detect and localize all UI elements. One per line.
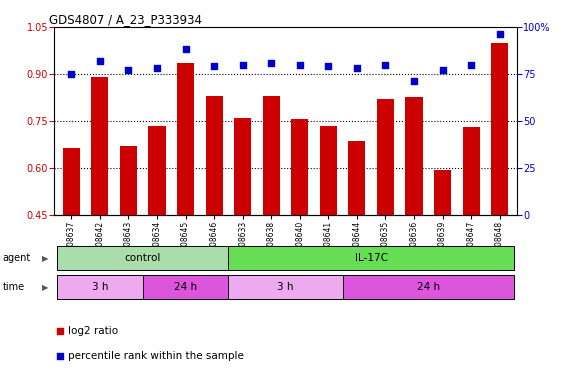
Text: IL-17C: IL-17C (355, 253, 388, 263)
Point (331, 0, 340, 7)
Point (210, 63, 219, 70)
Text: ▶: ▶ (42, 254, 48, 263)
Text: 24 h: 24 h (174, 282, 197, 292)
Text: time: time (2, 282, 25, 292)
Text: 3 h: 3 h (278, 282, 293, 292)
Bar (320, 126, 337, 215)
Bar (234, 118, 251, 215)
Point (352, 65, 361, 71)
Text: log2 ratio: log2 ratio (68, 326, 118, 336)
Point (438, 67, 447, 73)
Point (467, 61, 476, 68)
Bar (463, 127, 480, 215)
Bar (228, 246, 514, 270)
Point (238, 61, 247, 68)
Bar (57, 246, 228, 270)
Point (95, 58, 104, 64)
Text: percentile rank within the sample: percentile rank within the sample (68, 351, 244, 361)
Bar (377, 99, 394, 215)
Bar (177, 63, 194, 215)
Point (295, 61, 304, 68)
Point (124, 67, 133, 73)
Text: ▶: ▶ (42, 283, 48, 291)
Text: GDS4807 / A_23_P333934: GDS4807 / A_23_P333934 (49, 13, 202, 26)
Bar (291, 119, 308, 215)
Point (267, 60, 276, 66)
Bar (343, 275, 514, 299)
Bar (263, 96, 280, 215)
Text: 24 h: 24 h (417, 282, 440, 292)
Bar (206, 96, 223, 215)
Bar (91, 77, 108, 215)
Bar (63, 147, 80, 215)
Bar (348, 141, 365, 215)
Text: agent: agent (2, 253, 30, 263)
Text: control: control (124, 253, 161, 263)
Point (409, 78, 419, 84)
Bar (57, 275, 143, 299)
Bar (434, 170, 451, 215)
Point (381, 61, 390, 68)
Point (67, 71, 76, 77)
Bar (405, 98, 423, 215)
Point (181, 46, 190, 53)
Point (152, 65, 162, 71)
Bar (148, 126, 166, 215)
Point (331, 227, 340, 233)
Point (324, 63, 333, 70)
Text: 3 h: 3 h (92, 282, 108, 292)
Point (495, 31, 504, 38)
Bar (228, 275, 343, 299)
Bar (491, 43, 508, 215)
Bar (143, 275, 228, 299)
Bar (120, 146, 137, 215)
